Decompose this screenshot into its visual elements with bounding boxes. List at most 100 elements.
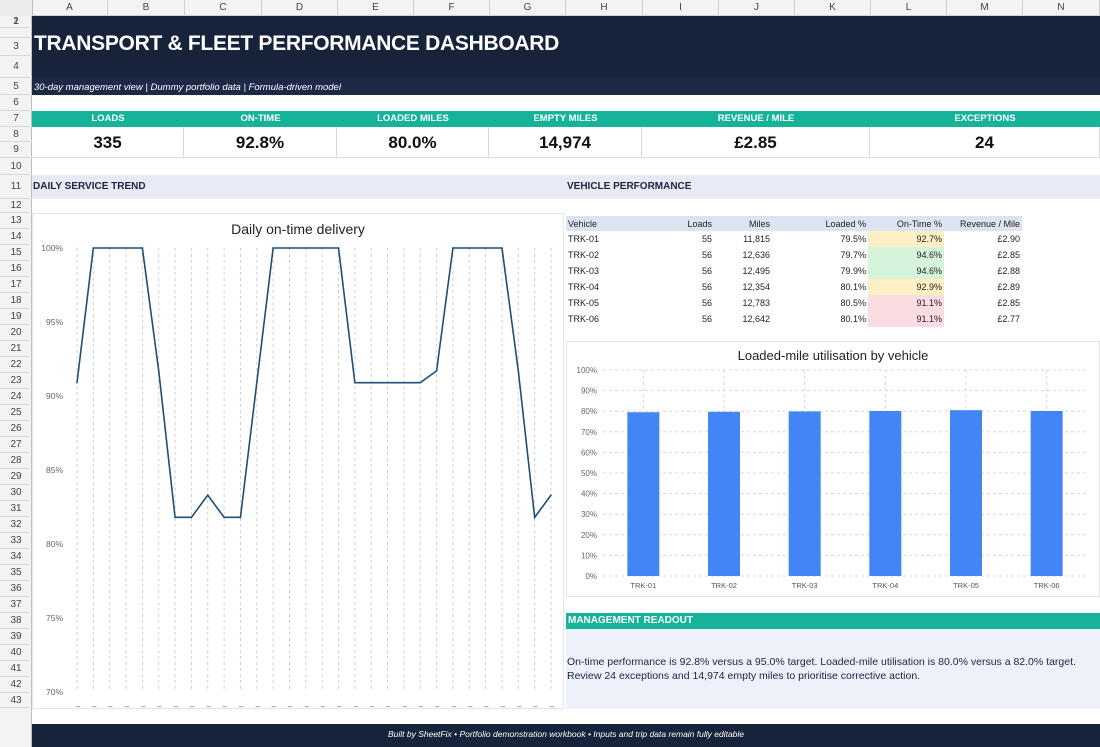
row-header-26[interactable]: 26 [0, 421, 32, 437]
row-header-21[interactable]: 21 [0, 341, 32, 357]
row-header-39[interactable]: 39 [0, 629, 32, 645]
row-header-41[interactable]: 41 [0, 661, 32, 677]
row-header-1[interactable]: 1 [0, 16, 32, 28]
table-cell-rev[interactable]: £2.89 [997, 282, 1020, 292]
column-header-a[interactable]: A [32, 0, 108, 16]
row-header-37[interactable]: 37 [0, 597, 32, 613]
row-header-30[interactable]: 30 [0, 485, 32, 501]
table-cell-vehicle[interactable]: TRK-06 [568, 314, 600, 324]
column-header-b[interactable]: B [108, 0, 185, 16]
column-header-n[interactable]: N [1023, 0, 1100, 16]
row-header-18[interactable]: 18 [0, 293, 32, 309]
row-header-12[interactable]: 12 [0, 199, 32, 213]
row-header-11[interactable]: 11 [0, 175, 32, 199]
column-header-f[interactable]: F [414, 0, 490, 16]
row-header-2[interactable]: 2 [0, 6, 32, 38]
table-cell-vehicle[interactable]: TRK-03 [568, 266, 600, 276]
row-header-42[interactable]: 42 [0, 677, 32, 693]
table-cell-miles[interactable]: 12,783 [742, 298, 770, 308]
table-cell-loads[interactable]: 56 [701, 250, 712, 260]
bar-chart-panel[interactable]: Loaded-mile utilisation by vehicle 0% 10% 2… [566, 341, 1100, 597]
table-cell-rev[interactable]: £2.90 [997, 234, 1020, 244]
row-header-9[interactable]: 9 [0, 142, 32, 158]
bar-trk-05[interactable] [950, 410, 982, 576]
table-cell-loads[interactable]: 56 [701, 266, 712, 276]
table-cell-ontime[interactable]: 91.1% [868, 295, 944, 311]
table-cell-rev[interactable]: £2.77 [997, 314, 1020, 324]
row-header-33[interactable]: 33 [0, 533, 32, 549]
bar-trk-01[interactable] [627, 412, 660, 576]
row-header-32[interactable]: 32 [0, 517, 32, 533]
row-header-38[interactable]: 38 [0, 613, 32, 629]
bar-trk-03[interactable] [788, 411, 821, 576]
line-chart-panel[interactable]: Daily on-time delivery 70% 75% 80% 85% 90% 95%… [32, 213, 564, 724]
table-cell-miles[interactable]: 12,636 [742, 250, 770, 260]
row-header-31[interactable]: 31 [0, 501, 32, 517]
bar-trk-06[interactable] [1030, 410, 1063, 576]
row-header-14[interactable]: 14 [0, 229, 32, 245]
column-header-c[interactable]: C [185, 0, 262, 16]
table-cell-loaded[interactable]: 79.9% [840, 266, 866, 276]
bar-trk-02[interactable] [708, 411, 740, 576]
table-cell-loads[interactable]: 56 [701, 314, 712, 324]
column-header-i[interactable]: I [643, 0, 719, 16]
row-header-23[interactable]: 23 [0, 373, 32, 389]
column-header-e[interactable]: E [338, 0, 414, 16]
row-header-35[interactable]: 35 [0, 565, 32, 581]
row-header-22[interactable]: 22 [0, 357, 32, 373]
row-header-7[interactable]: 7 [0, 111, 32, 127]
row-header-28[interactable]: 28 [0, 453, 32, 469]
table-cell-miles[interactable]: 11,815 [743, 234, 770, 244]
table-cell-rev[interactable]: £2.85 [997, 298, 1020, 308]
column-header-g[interactable]: G [490, 0, 566, 16]
table-cell-ontime[interactable]: 92.9% [868, 279, 944, 295]
select-all-corner[interactable] [0, 0, 33, 16]
row-header-36[interactable]: 36 [0, 581, 32, 597]
row-header-6[interactable]: 6 [0, 95, 32, 111]
column-header-d[interactable]: D [262, 0, 338, 16]
row-header-8[interactable]: 8 [0, 127, 32, 142]
table-cell-loaded[interactable]: 80.1% [840, 282, 866, 292]
column-header-l[interactable]: L [871, 0, 947, 16]
table-cell-loads[interactable]: 56 [701, 282, 712, 292]
table-cell-loads[interactable]: 55 [701, 234, 712, 244]
table-cell-rev[interactable]: £2.88 [997, 266, 1020, 276]
column-header-m[interactable]: M [947, 0, 1023, 16]
row-header-5[interactable]: 5 [0, 78, 32, 95]
row-header-10[interactable]: 10 [0, 158, 32, 175]
table-cell-ontime[interactable]: 94.6% [868, 247, 944, 263]
management-readout-body[interactable]: On-time performance is 92.8% versus a 95… [566, 629, 1100, 709]
row-header-16[interactable]: 16 [0, 261, 32, 277]
bar-trk-04[interactable] [869, 410, 902, 576]
row-header-34[interactable]: 34 [0, 549, 32, 565]
table-cell-rev[interactable]: £2.85 [997, 250, 1020, 260]
row-header-4[interactable]: 4 [0, 56, 32, 78]
column-header-k[interactable]: K [795, 0, 871, 16]
table-cell-vehicle[interactable]: TRK-04 [568, 282, 600, 292]
table-cell-ontime[interactable]: 91.1% [868, 311, 944, 327]
row-header-15[interactable]: 15 [0, 245, 32, 261]
table-cell-ontime[interactable]: 92.7% [868, 231, 944, 247]
table-cell-vehicle[interactable]: TRK-05 [568, 298, 600, 308]
row-header-40[interactable]: 40 [0, 645, 32, 661]
table-cell-miles[interactable]: 12,495 [742, 266, 770, 276]
column-header-j[interactable]: J [719, 0, 795, 16]
table-cell-loads[interactable]: 56 [701, 298, 712, 308]
table-cell-miles[interactable]: 12,642 [742, 314, 770, 324]
table-cell-loaded[interactable]: 79.5% [840, 234, 866, 244]
row-header-24[interactable]: 24 [0, 389, 32, 405]
row-header-29[interactable]: 29 [0, 469, 32, 485]
row-header-20[interactable]: 20 [0, 325, 32, 341]
row-header-19[interactable]: 19 [0, 309, 32, 325]
column-header-h[interactable]: H [566, 0, 643, 16]
row-header-25[interactable]: 25 [0, 405, 32, 421]
table-cell-vehicle[interactable]: TRK-02 [568, 250, 600, 260]
table-cell-loaded[interactable]: 79.7% [840, 250, 866, 260]
row-header-13[interactable]: 13 [0, 213, 32, 229]
table-cell-ontime[interactable]: 94.6% [868, 263, 944, 279]
table-cell-vehicle[interactable]: TRK-01 [568, 234, 600, 244]
row-header-3[interactable]: 3 [0, 38, 32, 56]
row-header-17[interactable]: 17 [0, 277, 32, 293]
row-header-27[interactable]: 27 [0, 437, 32, 453]
table-cell-loaded[interactable]: 80.5% [840, 298, 866, 308]
